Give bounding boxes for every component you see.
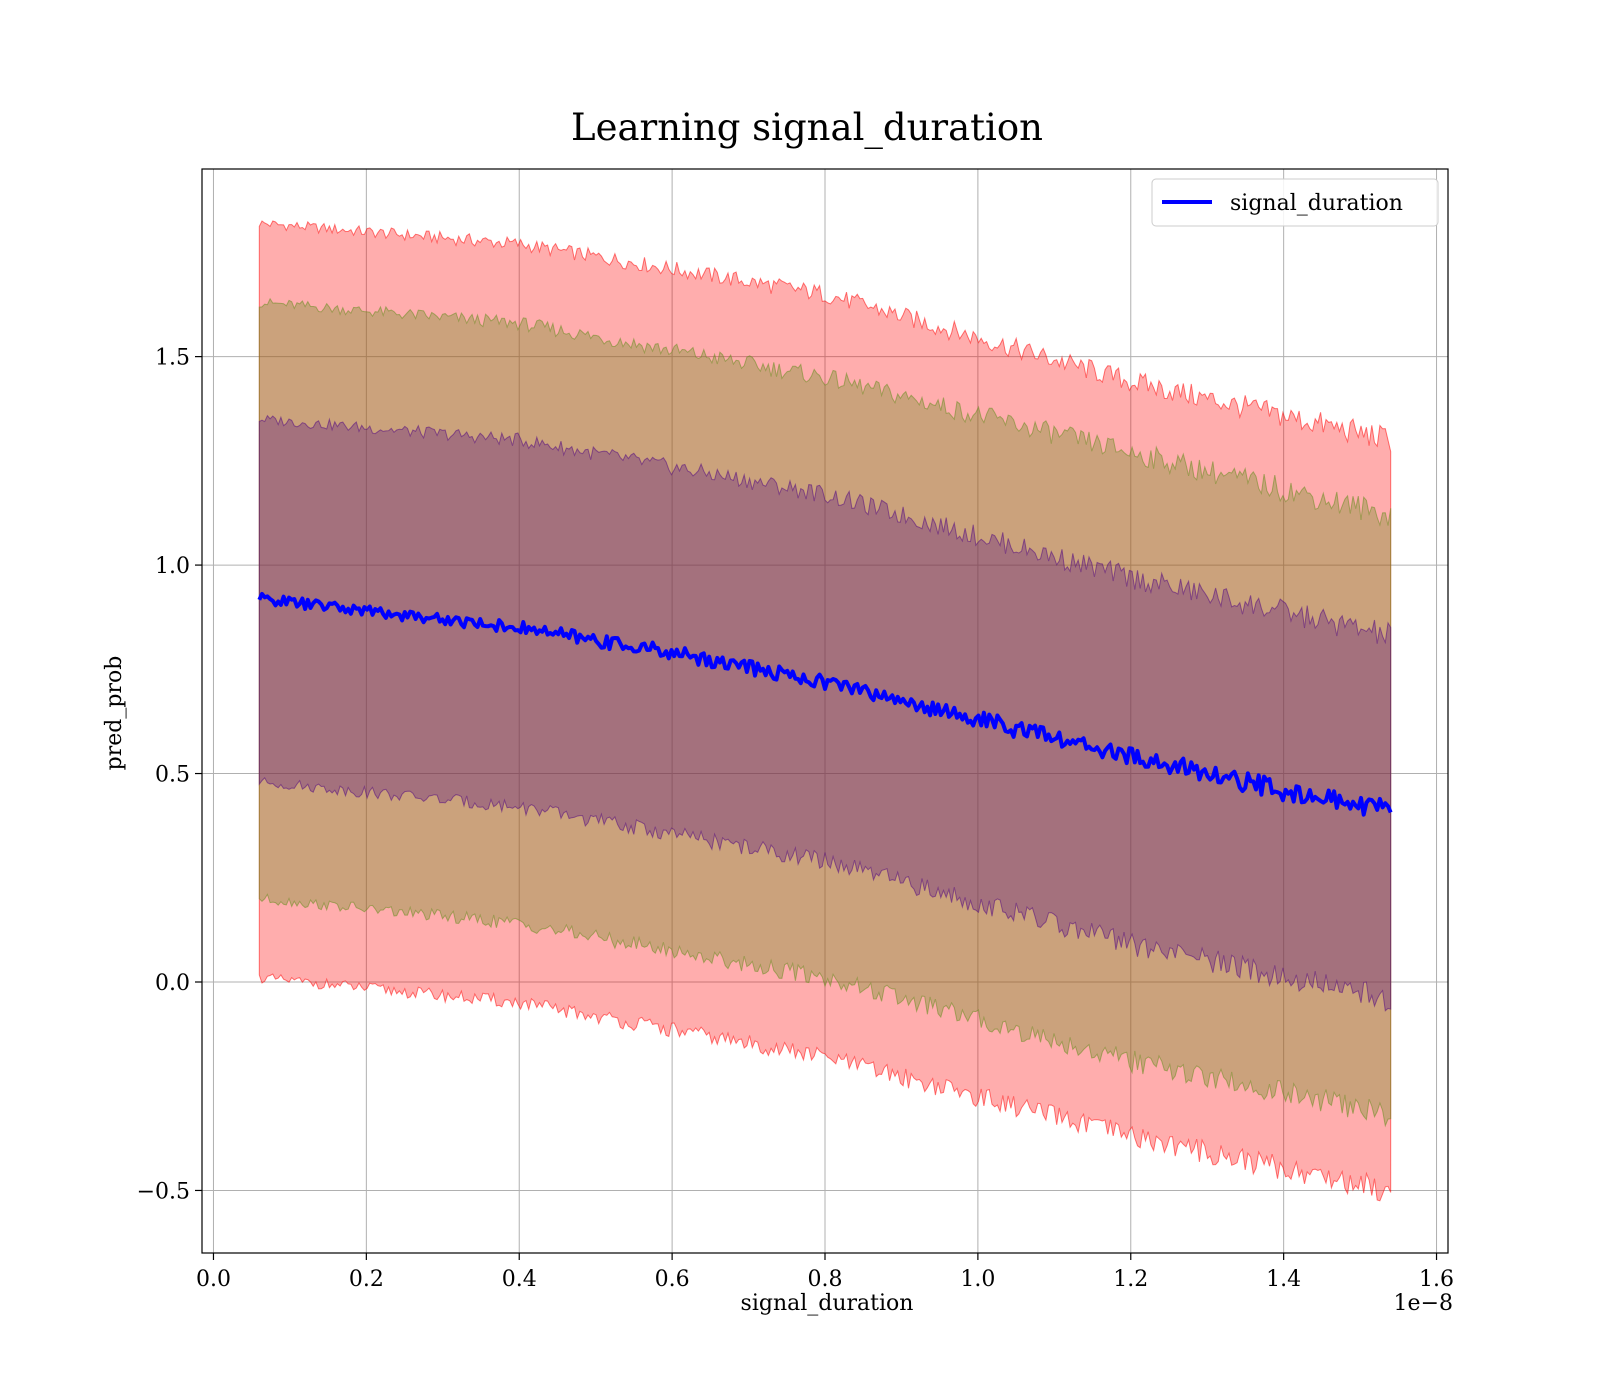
y-tick-label: 0.5 [155, 763, 190, 788]
series-line [257, 591, 1393, 817]
y-tick-label: 1.5 [155, 346, 190, 371]
x-axis-ticks: 0.0 0.2 0.4 0.6 0.8 1.0 1.2 1.4 1.6 [196, 1253, 1454, 1292]
x-tick-label: 0.0 [196, 1267, 231, 1292]
x-tick-label: 0.2 [349, 1267, 384, 1292]
x-tick-label: 0.6 [655, 1267, 690, 1292]
x-tick-label: 0.4 [502, 1267, 537, 1292]
legend-label: signal_duration [1230, 191, 1403, 216]
x-axis-label: signal_duration [741, 1291, 914, 1316]
x-tick-label: 0.8 [808, 1267, 843, 1292]
series-lines [257, 591, 1393, 817]
x-tick-label: 1.2 [1113, 1267, 1148, 1292]
band-outer [258, 220, 1392, 1202]
y-axis-ticks: −0.5 0.0 0.5 1.0 1.5 [137, 346, 202, 1204]
y-axis-label: pred_prob [102, 656, 127, 771]
x-tick-label: 1.0 [960, 1267, 995, 1292]
y-tick-label: −0.5 [137, 1179, 190, 1204]
confidence-bands [258, 220, 1392, 1202]
y-tick-label: 0.0 [155, 971, 190, 996]
band-middle [258, 297, 1392, 1128]
band-inner [258, 414, 1392, 1012]
x-axis-offset-label: 1e−8 [1394, 1291, 1453, 1316]
legend-box [1151, 178, 1439, 227]
legend: signal_duration [1151, 178, 1439, 227]
x-tick-label: 1.6 [1419, 1267, 1454, 1292]
grid [202, 169, 1448, 1253]
y-tick-label: 1.0 [155, 554, 190, 579]
x-tick-label: 1.4 [1266, 1267, 1301, 1292]
chart-title: Learning signal_duration [571, 106, 1043, 150]
